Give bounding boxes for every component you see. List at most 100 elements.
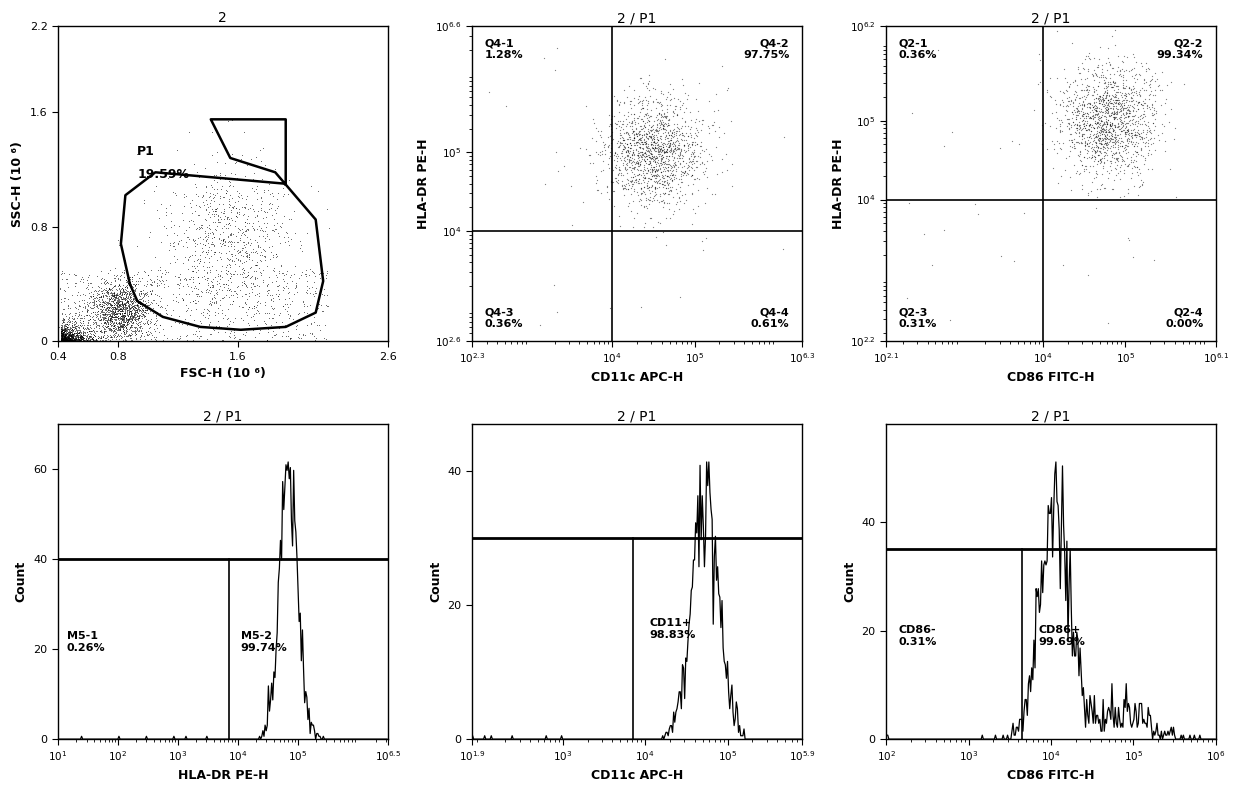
Point (644, 142, 663, 155)
Point (56, 333, 76, 346)
Point (639, 171, 658, 184)
Point (72, 331, 92, 344)
Point (51, 335, 71, 347)
Point (1070, 144, 1090, 157)
Point (67, 335, 87, 347)
Point (62, 319, 82, 331)
Point (1117, 134, 1137, 147)
Point (642, 132, 662, 144)
Point (109, 330, 129, 343)
Point (1086, 190, 1106, 203)
Point (196, 181, 216, 193)
Point (130, 325, 150, 338)
Point (1070, 121, 1090, 134)
Point (119, 287, 139, 300)
Point (657, 175, 677, 188)
Point (57, 333, 77, 346)
Point (66, 277, 86, 289)
Point (645, 136, 665, 148)
Point (113, 309, 133, 322)
Point (135, 287, 155, 300)
Point (622, 126, 642, 139)
Point (179, 316, 198, 328)
Point (58, 331, 78, 343)
Point (683, 144, 703, 156)
Point (129, 335, 149, 347)
Point (130, 318, 150, 331)
Point (624, 108, 644, 121)
Point (663, 145, 683, 158)
Point (1115, 125, 1135, 138)
Point (252, 191, 272, 204)
Point (113, 324, 133, 337)
Point (97, 301, 117, 314)
Point (66, 326, 86, 339)
Point (94, 325, 114, 338)
Point (53, 327, 73, 339)
Point (253, 248, 273, 261)
Point (92, 290, 112, 303)
Point (71, 329, 91, 342)
Point (233, 236, 253, 249)
Point (622, 178, 642, 190)
Point (300, 298, 320, 311)
Point (244, 289, 264, 301)
Point (129, 288, 149, 301)
Point (618, 144, 637, 157)
Point (112, 297, 131, 309)
Point (675, 166, 694, 178)
Point (211, 239, 231, 252)
Point (126, 331, 146, 344)
Point (1125, 76, 1145, 89)
Point (942, 125, 962, 138)
Point (125, 285, 145, 297)
Point (66, 334, 86, 347)
Point (658, 153, 678, 166)
Point (224, 220, 244, 232)
Point (219, 197, 239, 210)
Point (1109, 92, 1128, 105)
Point (108, 321, 128, 334)
Point (64, 319, 84, 331)
Point (1121, 151, 1141, 163)
Point (1091, 122, 1111, 135)
Point (1073, 130, 1092, 143)
Point (151, 270, 171, 282)
Point (1131, 57, 1151, 70)
Point (208, 315, 228, 328)
Point (154, 334, 174, 347)
Point (1145, 108, 1164, 121)
Point (1084, 64, 1104, 77)
Point (71, 330, 91, 343)
Point (52, 328, 72, 340)
Point (658, 163, 678, 176)
Point (637, 141, 657, 154)
Point (640, 110, 660, 123)
Point (94, 327, 114, 339)
Point (639, 141, 658, 154)
Point (120, 319, 140, 331)
Point (1154, 97, 1174, 109)
Point (215, 173, 234, 186)
Point (88, 270, 108, 282)
Point (653, 108, 673, 121)
Point (95, 308, 115, 321)
Point (95, 290, 115, 303)
Point (631, 177, 651, 190)
Point (640, 90, 660, 102)
Point (161, 220, 181, 233)
Point (219, 253, 239, 266)
Point (56, 333, 76, 346)
Point (156, 201, 176, 214)
Point (52, 334, 72, 347)
Point (1092, 127, 1112, 140)
Point (645, 154, 665, 167)
Point (653, 186, 673, 199)
Point (273, 325, 293, 338)
Point (62, 334, 82, 347)
Point (652, 114, 672, 127)
Point (52, 322, 72, 335)
Point (1101, 157, 1121, 170)
Point (667, 195, 687, 208)
Point (79, 319, 99, 331)
